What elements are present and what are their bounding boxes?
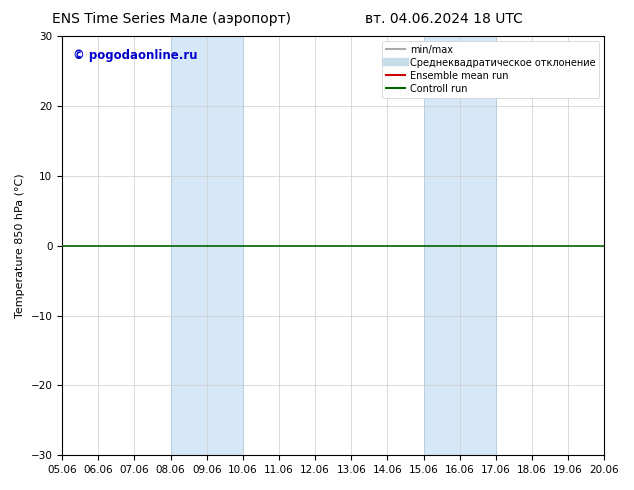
Bar xyxy=(424,36,496,455)
Text: ENS Time Series Мале (аэропорт): ENS Time Series Мале (аэропорт) xyxy=(52,12,290,26)
Y-axis label: Temperature 850 hPa (°C): Temperature 850 hPa (°C) xyxy=(15,173,25,318)
Text: © pogodaonline.ru: © pogodaonline.ru xyxy=(73,49,198,62)
Bar xyxy=(171,36,243,455)
Legend: min/max, Среднеквадратическое отклонение, Ensemble mean run, Controll run: min/max, Среднеквадратическое отклонение… xyxy=(382,41,599,98)
Text: вт. 04.06.2024 18 UTC: вт. 04.06.2024 18 UTC xyxy=(365,12,523,26)
